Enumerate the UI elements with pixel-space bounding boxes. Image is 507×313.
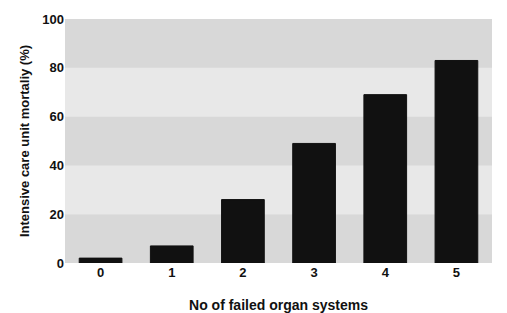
svg-text:4: 4: [382, 265, 390, 280]
svg-text:20: 20: [50, 207, 64, 222]
svg-text:3: 3: [310, 265, 317, 280]
svg-text:1: 1: [168, 265, 175, 280]
svg-text:60: 60: [50, 109, 64, 124]
svg-text:0: 0: [97, 265, 104, 280]
svg-text:No of failed organ systems: No of failed organ systems: [189, 297, 368, 313]
svg-text:100: 100: [42, 12, 64, 27]
svg-text:40: 40: [50, 158, 64, 173]
svg-text:80: 80: [50, 60, 64, 75]
svg-text:0: 0: [57, 256, 64, 271]
svg-text:2: 2: [239, 265, 246, 280]
svg-text:5: 5: [453, 265, 460, 280]
svg-text:Intensive care unit mortaliy (: Intensive care unit mortaliy (%): [17, 45, 32, 237]
